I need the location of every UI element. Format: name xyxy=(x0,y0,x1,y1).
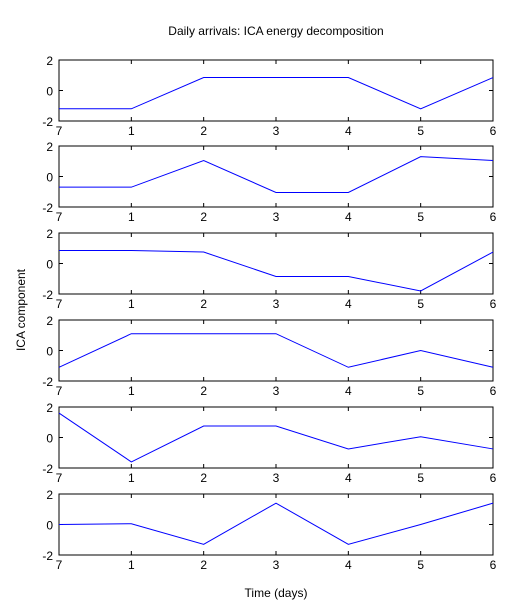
y-tick-label: 2 xyxy=(46,314,53,328)
subplot-3: 2 0 -27 1 2 3 4 5 6 xyxy=(42,227,496,311)
x-tick-label: 2 xyxy=(200,384,207,398)
x-tick-label: 3 xyxy=(273,124,280,138)
y-tick-label: 2 xyxy=(46,140,53,154)
x-tick-label: 1 xyxy=(128,297,135,311)
y-tick-label: 0 xyxy=(46,85,53,99)
x-tick-label: 1 xyxy=(128,124,135,138)
x-tick-label: 3 xyxy=(273,297,280,311)
series-line-4 xyxy=(58,333,494,368)
y-tick-label: -2 xyxy=(42,115,53,129)
series-line-1 xyxy=(59,77,494,110)
x-tick-label: 6 xyxy=(490,124,497,138)
x-tick-label: 5 xyxy=(417,297,424,311)
x-tick-label: 6 xyxy=(490,297,497,311)
x-tick-label: 2 xyxy=(200,297,207,311)
x-tick-label: 5 xyxy=(417,210,424,224)
series-line-6 xyxy=(58,502,494,545)
x-tick-label: 3 xyxy=(273,471,280,485)
x-tick-label: 1 xyxy=(128,384,135,398)
x-tick-label: 1 xyxy=(128,210,135,224)
x-tick-label: 5 xyxy=(417,384,424,398)
x-tick-label: 7 xyxy=(56,384,63,398)
x-tick-label: 7 xyxy=(56,297,63,311)
x-tick-label: 2 xyxy=(200,471,207,485)
x-tick-label: 7 xyxy=(56,124,63,138)
subplot-5: 2 0 -27 1 2 3 4 5 6 xyxy=(42,401,496,485)
x-tick-label: 1 xyxy=(128,558,135,572)
x-tick-label: 4 xyxy=(345,297,352,311)
x-tick-label: 4 xyxy=(345,471,352,485)
y-tick-label: 0 xyxy=(46,519,53,533)
x-tick-label: 3 xyxy=(273,384,280,398)
y-tick-label: -2 xyxy=(42,462,53,476)
subplot-6: 2 0 -27 1 2 3 4 5 6 xyxy=(42,488,496,572)
x-tick-label: 6 xyxy=(490,384,497,398)
x-tick-label: 1 xyxy=(128,471,135,485)
x-tick-label: 4 xyxy=(345,558,352,572)
x-tick-label: 6 xyxy=(490,471,497,485)
x-tick-label: 5 xyxy=(417,471,424,485)
chart-title: Daily arrivals: ICA energy decomposition xyxy=(168,24,383,38)
y-tick-label: -2 xyxy=(42,549,53,563)
series-line-5 xyxy=(58,412,494,463)
subplot-frame xyxy=(58,319,494,382)
y-tick-label: 0 xyxy=(46,171,53,185)
x-tick-label: 3 xyxy=(273,558,280,572)
x-tick-label: 4 xyxy=(345,384,352,398)
y-tick-label: -2 xyxy=(42,201,53,215)
series-line-2 xyxy=(59,156,494,194)
x-tick-label: 6 xyxy=(490,558,497,572)
y-tick-label: 2 xyxy=(46,488,53,502)
x-tick-label: 2 xyxy=(200,558,207,572)
x-tick-label: 6 xyxy=(490,210,497,224)
y-tick-label: 0 xyxy=(46,258,53,272)
x-axis-label: Time (days) xyxy=(245,586,308,600)
series-line-3 xyxy=(59,250,494,292)
x-tick-label: 2 xyxy=(200,210,207,224)
subplot-frame xyxy=(58,232,494,295)
x-tick-label: 7 xyxy=(56,558,63,572)
x-tick-label: 5 xyxy=(417,124,424,138)
x-tick-label: 4 xyxy=(345,210,352,224)
subplot-2: 2 0 -27 1 2 3 4 5 6 xyxy=(42,140,496,224)
subplot-1: 2 0 -27 1 2 3 4 5 6 xyxy=(42,54,496,138)
x-tick-label: 5 xyxy=(417,558,424,572)
y-tick-label: 0 xyxy=(46,432,53,446)
y-tick-label: -2 xyxy=(42,375,53,389)
x-tick-label: 4 xyxy=(345,124,352,138)
subplot-4: 2 0 -27 1 2 3 4 5 6 xyxy=(42,314,496,398)
y-tick-label: 2 xyxy=(46,54,53,68)
x-tick-label: 7 xyxy=(56,471,63,485)
y-tick-label: 0 xyxy=(46,345,53,359)
y-axis-label: ICA component xyxy=(14,268,28,351)
x-tick-label: 3 xyxy=(273,210,280,224)
subplot-axes: 20-27 1 2 3 4 5 620-27 1 2 3 4 5 620-27 1 2 3 4 5 620-27 1 2… xyxy=(42,54,496,572)
subplot-frame xyxy=(58,59,494,122)
y-tick-label: -2 xyxy=(42,288,53,302)
x-tick-label: 7 xyxy=(56,210,63,224)
y-tick-label: 2 xyxy=(46,401,53,415)
subplot-frame xyxy=(58,145,494,208)
x-tick-label: 2 xyxy=(200,124,207,138)
y-tick-label: 2 xyxy=(46,227,53,241)
